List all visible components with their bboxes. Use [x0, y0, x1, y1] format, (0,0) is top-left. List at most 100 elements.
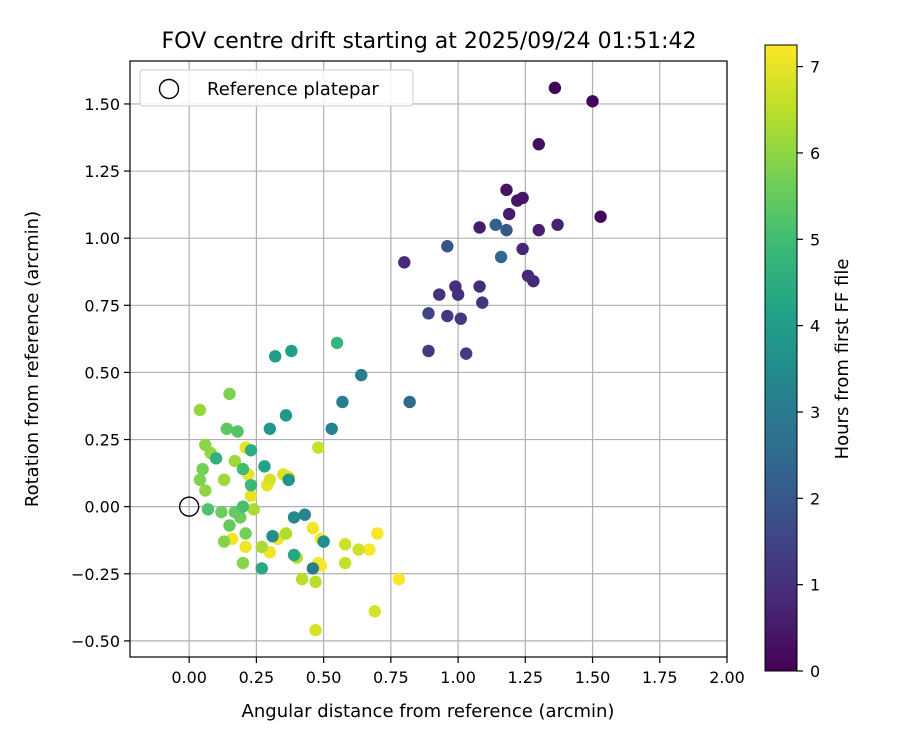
data-point	[209, 452, 223, 465]
data-point	[516, 191, 529, 205]
data-point	[441, 309, 454, 323]
data-point	[295, 572, 309, 586]
data-point	[422, 344, 435, 358]
data-point	[244, 444, 258, 457]
data-point	[309, 575, 322, 589]
y-tick-label: −0.50	[71, 632, 120, 651]
data-point	[398, 256, 411, 269]
data-point	[287, 511, 301, 524]
x-tick-label: 1.00	[440, 668, 476, 687]
data-point	[502, 207, 516, 221]
x-axis-label: Angular distance from reference (arcmin)	[242, 701, 615, 722]
data-point	[236, 462, 250, 476]
data-point	[355, 368, 368, 382]
y-tick-label: 0.75	[84, 296, 120, 315]
data-point	[236, 500, 250, 513]
colorbar-gradient	[764, 44, 798, 672]
legend-label: Reference platepar	[207, 79, 379, 100]
data-point	[228, 454, 242, 468]
data-point	[247, 503, 260, 516]
colorbar-tick-label: 4	[810, 317, 820, 336]
x-tick-label: 1.25	[507, 668, 543, 687]
data-point	[193, 473, 207, 487]
data-point	[244, 478, 258, 492]
data-point	[239, 527, 252, 540]
data-point	[403, 395, 416, 409]
data-point	[330, 336, 344, 350]
x-tick-label: 1.75	[642, 668, 678, 687]
colorbar-tick-label: 6	[810, 144, 820, 163]
data-point	[521, 269, 535, 282]
data-point	[244, 489, 258, 503]
chart-title: FOV centre drift starting at 2025/09/24 …	[162, 29, 697, 54]
data-point	[279, 409, 293, 422]
x-tick-label: 0.25	[239, 668, 275, 687]
data-point	[422, 307, 435, 320]
reference-platepar-marker	[178, 496, 200, 517]
legend-box	[139, 69, 414, 107]
data-point	[368, 605, 381, 618]
data-point	[263, 473, 277, 487]
data-point	[298, 508, 311, 521]
x-tick-label: 1.50	[575, 668, 611, 687]
data-point	[473, 280, 486, 293]
data-point	[392, 572, 406, 586]
data-point	[285, 344, 298, 358]
colorbar-tick-label: 2	[810, 489, 820, 508]
data-point	[489, 218, 502, 231]
y-tick-label: 0.50	[84, 363, 120, 382]
colorbar-tick-label: 0	[810, 662, 820, 681]
data-point	[193, 403, 207, 417]
data-point	[459, 347, 473, 360]
data-point	[217, 535, 231, 548]
data-point	[500, 183, 513, 197]
data-point	[287, 548, 301, 562]
data-point	[317, 535, 330, 548]
data-point	[199, 484, 212, 497]
data-point	[199, 438, 212, 452]
y-tick-label: −0.25	[71, 565, 120, 584]
colorbar-tick-label: 7	[810, 58, 820, 77]
data-point	[239, 540, 252, 554]
x-axis-ticks: 0.00 0.25 0.50 0.75 1.00 1.25 1.50 1.75 2.00	[171, 657, 745, 687]
data-point	[263, 422, 277, 436]
plot-frame	[129, 60, 728, 658]
data-point	[309, 623, 322, 637]
data-point	[201, 503, 215, 516]
data-point	[586, 95, 599, 108]
colorbar-tick-label: 3	[810, 403, 820, 422]
colorbar-label: Hours from first FF file	[832, 259, 853, 460]
data-point	[279, 527, 293, 540]
data-point	[258, 460, 271, 473]
data-point	[532, 138, 545, 151]
data-point	[494, 250, 508, 264]
data-point	[282, 473, 295, 487]
data-point	[441, 240, 454, 253]
y-axis-ticks: −0.50 −0.25 0.00 0.25 0.50 0.75 1.00 1.25 1.50	[71, 95, 130, 651]
y-axis-label: Rotation from reference (arcmin)	[22, 211, 43, 507]
data-point	[236, 556, 250, 570]
data-point	[371, 527, 384, 540]
colorbar: 0 1 2 3 4 5 6 7 Hours from first FF file	[764, 44, 853, 681]
x-tick-label: 2.00	[709, 668, 745, 687]
data-point	[223, 387, 236, 401]
data-point	[551, 218, 564, 231]
data-point	[325, 422, 338, 436]
data-point	[449, 280, 462, 293]
data-point	[223, 519, 236, 532]
data-point	[306, 562, 320, 575]
data-point	[433, 288, 446, 301]
data-point	[338, 538, 352, 551]
data-point	[306, 521, 320, 535]
colorbar-tick-label: 5	[810, 230, 820, 249]
y-tick-label: 0.00	[84, 498, 120, 517]
data-point	[594, 210, 607, 223]
data-point	[338, 556, 352, 570]
data-point	[269, 350, 282, 363]
data-point	[548, 81, 562, 95]
data-point	[516, 242, 529, 256]
data-point	[215, 505, 228, 519]
data-point	[476, 296, 489, 309]
data-point	[255, 562, 268, 575]
